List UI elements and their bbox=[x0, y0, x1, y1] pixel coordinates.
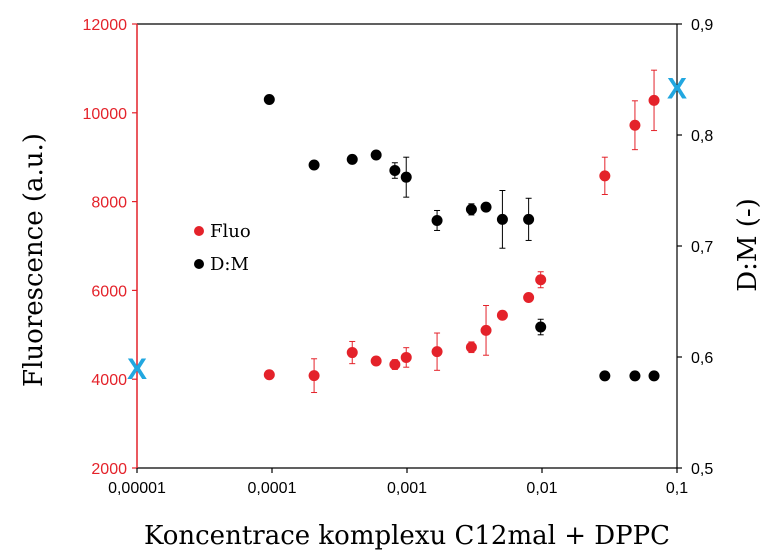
data-point bbox=[308, 370, 320, 382]
data-point bbox=[480, 324, 492, 336]
y2-tick-label: 0,9 bbox=[691, 17, 713, 34]
x-tick-label: 0,00001 bbox=[108, 480, 166, 497]
data-point bbox=[263, 93, 275, 105]
data-point bbox=[496, 309, 508, 321]
x-axis-ticks: 0,00001 0,0001 0,001 0,01 0,1 bbox=[108, 468, 688, 497]
data-point bbox=[648, 370, 660, 382]
series-fluo bbox=[263, 69, 660, 394]
legend: Fluo D:M bbox=[194, 221, 251, 275]
data-point bbox=[535, 274, 547, 286]
series-dm bbox=[263, 93, 660, 382]
y2-tick-label: 0,7 bbox=[691, 239, 713, 256]
legend-marker-fluo bbox=[194, 226, 204, 236]
data-point bbox=[599, 170, 611, 182]
right-axis-ticks: 0,5 0,6 0,7 0,8 0,9 bbox=[677, 17, 713, 478]
x-tick-label: 0,001 bbox=[387, 480, 427, 497]
data-point bbox=[370, 149, 382, 161]
data-point bbox=[400, 171, 412, 183]
y-tick-label: 6000 bbox=[91, 283, 127, 300]
x-axis-title: Koncentrace komplexu C12mal + DPPC bbox=[144, 521, 670, 551]
legend-label-fluo: Fluo bbox=[210, 221, 251, 242]
annotation-x-marker: X bbox=[127, 353, 147, 386]
y-axis-title: Fluorescence (a.u.) bbox=[19, 133, 49, 387]
annotation-x-marker: X bbox=[667, 72, 687, 105]
data-point bbox=[431, 346, 443, 358]
data-point bbox=[389, 165, 401, 177]
data-point bbox=[629, 370, 641, 382]
plot-frame bbox=[136, 23, 678, 469]
data-point bbox=[346, 153, 358, 165]
data-point bbox=[400, 351, 412, 363]
data-point bbox=[648, 94, 660, 106]
data-point bbox=[389, 359, 401, 371]
x-tick-label: 0,1 bbox=[666, 480, 688, 497]
y-tick-label: 4000 bbox=[91, 372, 127, 389]
data-point bbox=[346, 347, 358, 359]
legend-marker-dm bbox=[194, 259, 204, 269]
y2-axis-title: D:M (-) bbox=[733, 198, 763, 292]
y2-tick-label: 0,5 bbox=[691, 461, 713, 478]
annotation-layer: XX bbox=[127, 72, 687, 386]
legend-label-dm: D:M bbox=[210, 254, 249, 275]
data-point bbox=[465, 341, 477, 353]
data-point bbox=[599, 370, 611, 382]
y-tick-label: 8000 bbox=[91, 195, 127, 212]
data-point bbox=[465, 203, 477, 215]
y-tick-label: 10000 bbox=[83, 106, 128, 123]
data-point bbox=[523, 292, 535, 304]
left-axis-ticks: 2000 4000 6000 8000 10000 12000 bbox=[83, 17, 137, 478]
data-point bbox=[431, 214, 443, 226]
data-point bbox=[480, 201, 492, 213]
x-tick-label: 0,0001 bbox=[248, 480, 297, 497]
x-tick-label: 0,01 bbox=[526, 480, 557, 497]
data-point bbox=[629, 119, 641, 131]
y2-tick-label: 0,6 bbox=[691, 350, 713, 367]
y2-tick-label: 0,8 bbox=[691, 128, 713, 145]
data-point bbox=[496, 213, 508, 225]
series-layer bbox=[263, 69, 660, 394]
data-point bbox=[263, 369, 275, 381]
data-point bbox=[523, 213, 535, 225]
data-point bbox=[370, 355, 382, 367]
y-tick-label: 2000 bbox=[91, 461, 127, 478]
data-point bbox=[535, 321, 547, 333]
y-tick-label: 12000 bbox=[83, 17, 128, 34]
data-point bbox=[308, 159, 320, 171]
